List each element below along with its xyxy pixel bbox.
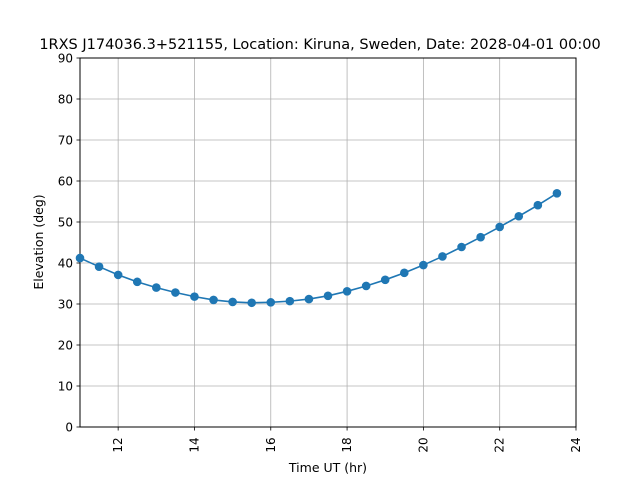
y-tick-label: 70 (58, 134, 73, 148)
data-point (476, 232, 485, 242)
data-point (209, 295, 218, 305)
chart-title: 1RXS J174036.3+521155, Location: Kiruna,… (39, 37, 600, 53)
x-tick-label: 16 (264, 437, 278, 452)
data-point (495, 222, 504, 232)
x-tick-label: 24 (569, 437, 583, 452)
data-point (342, 286, 352, 296)
plot-frame (79, 57, 577, 428)
x-tick-label: 22 (493, 437, 507, 452)
data-point (533, 200, 543, 210)
data-point (400, 268, 409, 278)
data-point (132, 277, 142, 287)
y-tick-label: 40 (58, 257, 73, 271)
data-point (113, 270, 123, 280)
axes: 12 14 16 18 20 22 24 0 10 20 30 40 50 60 70 80 90 (58, 52, 583, 453)
data-point (171, 288, 180, 297)
x-axis-label: Time UT (hr) (288, 460, 367, 475)
data-point (304, 294, 314, 304)
data-point (438, 252, 447, 261)
data-point (419, 260, 428, 270)
series-elevation (75, 189, 562, 308)
data-point (247, 298, 256, 308)
data-point (75, 253, 85, 263)
data-point (228, 297, 237, 307)
x-tick-label: 20 (416, 437, 430, 452)
x-tick-label: 12 (111, 437, 125, 452)
data-point (380, 275, 390, 285)
data-point (552, 189, 562, 198)
data-point (152, 283, 161, 292)
y-tick-label: 90 (58, 52, 73, 66)
y-tick-label: 80 (58, 93, 73, 107)
x-tick-label: 14 (187, 437, 201, 452)
data-point (266, 298, 276, 307)
data-point (190, 292, 199, 301)
data-point (94, 262, 104, 271)
y-tick-label: 50 (58, 216, 73, 230)
data-point (323, 291, 333, 301)
data-point (514, 211, 524, 221)
data-point (361, 281, 371, 291)
y-axis-label: Elevation (deg) (31, 194, 46, 289)
y-tick-label: 30 (58, 298, 73, 312)
data-point (457, 242, 466, 252)
x-tick-label: 18 (340, 437, 354, 452)
y-tick-label: 10 (58, 380, 73, 394)
data-point (285, 296, 295, 306)
y-tick-label: 60 (58, 175, 73, 189)
y-tick-label: 0 (65, 421, 73, 435)
y-tick-label: 20 (58, 339, 73, 353)
